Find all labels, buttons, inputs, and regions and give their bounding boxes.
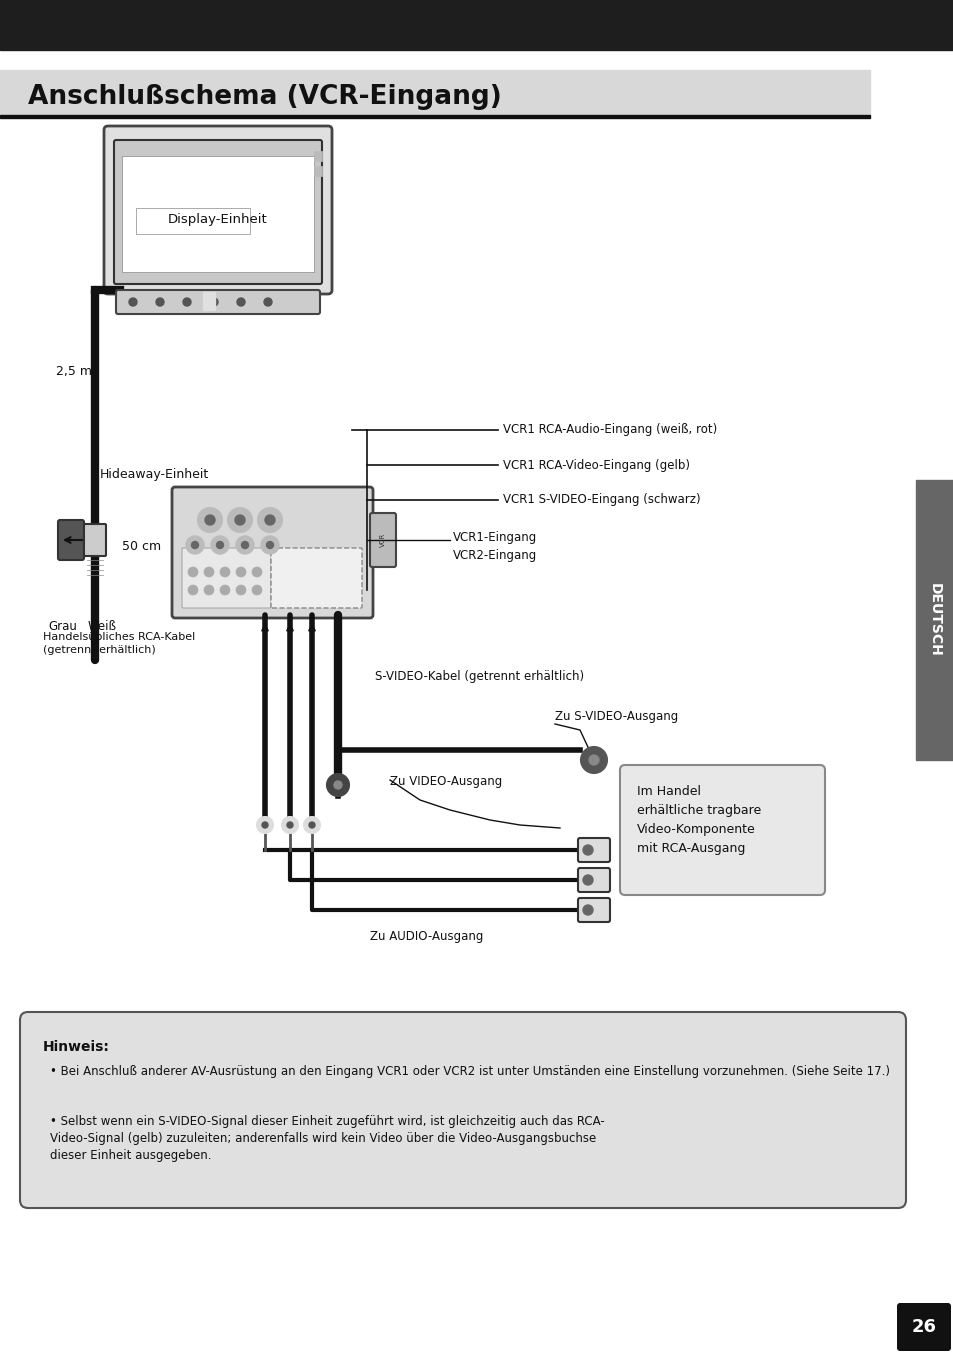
Circle shape <box>309 822 314 828</box>
Text: • Selbst wenn ein S-VIDEO-Signal dieser Einheit zugeführt wird, ist gleichzeitig: • Selbst wenn ein S-VIDEO-Signal dieser … <box>50 1115 604 1163</box>
Circle shape <box>188 566 198 577</box>
Text: • Bei Anschluß anderer AV-Ausrüstung an den Eingang VCR1 oder VCR2 ist unter Ums: • Bei Anschluß anderer AV-Ausrüstung an … <box>50 1065 889 1079</box>
Circle shape <box>198 508 222 533</box>
Circle shape <box>241 542 248 549</box>
Circle shape <box>210 298 218 306</box>
Text: VCR1 S-VIDEO-Eingang (schwarz): VCR1 S-VIDEO-Eingang (schwarz) <box>502 493 700 507</box>
Text: Zu S-VIDEO-Ausgang: Zu S-VIDEO-Ausgang <box>555 710 678 724</box>
FancyBboxPatch shape <box>578 837 609 862</box>
Text: Hideaway-Einheit: Hideaway-Einheit <box>100 467 209 481</box>
Text: S-VIDEO-Kabel (getrennt erhältlich): S-VIDEO-Kabel (getrennt erhältlich) <box>375 669 583 683</box>
Circle shape <box>327 774 349 795</box>
Circle shape <box>220 585 230 595</box>
Circle shape <box>304 817 319 833</box>
Circle shape <box>204 566 213 577</box>
Circle shape <box>582 875 593 885</box>
Circle shape <box>252 566 262 577</box>
Text: Display-Einheit: Display-Einheit <box>168 214 268 226</box>
FancyBboxPatch shape <box>122 156 314 272</box>
FancyBboxPatch shape <box>578 869 609 892</box>
Text: VCR1-Eingang: VCR1-Eingang <box>453 531 537 545</box>
Circle shape <box>257 508 282 533</box>
FancyBboxPatch shape <box>84 524 106 556</box>
Circle shape <box>261 537 278 554</box>
Circle shape <box>256 817 273 833</box>
Circle shape <box>588 755 598 766</box>
Circle shape <box>235 566 246 577</box>
Circle shape <box>156 298 164 306</box>
Circle shape <box>235 585 246 595</box>
Circle shape <box>580 747 606 772</box>
Text: 26: 26 <box>910 1318 936 1336</box>
Circle shape <box>234 515 245 524</box>
Text: Anschlußschema (VCR-Eingang): Anschlußschema (VCR-Eingang) <box>28 84 501 110</box>
Text: VCR: VCR <box>379 533 386 547</box>
Bar <box>0 70 869 115</box>
Text: Zu VIDEO-Ausgang: Zu VIDEO-Ausgang <box>390 775 501 789</box>
Text: 50 cm: 50 cm <box>122 541 161 553</box>
Circle shape <box>211 537 229 554</box>
Bar <box>203 291 214 310</box>
FancyBboxPatch shape <box>182 547 271 608</box>
Circle shape <box>287 822 293 828</box>
Circle shape <box>220 566 230 577</box>
FancyBboxPatch shape <box>58 520 84 560</box>
Circle shape <box>265 515 274 524</box>
Circle shape <box>129 298 137 306</box>
Circle shape <box>582 905 593 915</box>
FancyBboxPatch shape <box>619 766 824 896</box>
Text: VCR1 RCA-Audio-Eingang (weiß, rot): VCR1 RCA-Audio-Eingang (weiß, rot) <box>502 424 717 436</box>
Circle shape <box>262 822 268 828</box>
Circle shape <box>252 585 262 595</box>
Bar <box>0 0 953 50</box>
FancyBboxPatch shape <box>896 1304 950 1351</box>
Circle shape <box>186 537 204 554</box>
FancyBboxPatch shape <box>113 140 322 285</box>
Bar <box>314 167 322 176</box>
Circle shape <box>264 298 272 306</box>
Circle shape <box>582 846 593 855</box>
Text: VCR1 RCA-Video-Eingang (gelb): VCR1 RCA-Video-Eingang (gelb) <box>502 458 689 472</box>
Bar <box>314 150 322 161</box>
Text: Handelsübliches RCA-Kabel
(getrennt erhältlich): Handelsübliches RCA-Kabel (getrennt erhä… <box>43 631 195 654</box>
Text: VCR2-Eingang: VCR2-Eingang <box>453 550 537 562</box>
Circle shape <box>282 817 297 833</box>
Text: Weiß: Weiß <box>88 621 117 633</box>
FancyBboxPatch shape <box>271 547 361 608</box>
FancyBboxPatch shape <box>578 898 609 921</box>
Text: Im Handel
erhältliche tragbare
Video-Komponente
mit RCA-Ausgang: Im Handel erhältliche tragbare Video-Kom… <box>637 785 760 855</box>
Text: Grau: Grau <box>48 621 77 633</box>
Circle shape <box>205 515 214 524</box>
Bar <box>915 480 953 760</box>
FancyBboxPatch shape <box>370 514 395 566</box>
Circle shape <box>235 537 253 554</box>
Text: DEUTSCH: DEUTSCH <box>927 583 941 657</box>
Bar <box>0 115 869 118</box>
Circle shape <box>228 508 252 533</box>
Circle shape <box>216 542 223 549</box>
Text: Zu AUDIO-Ausgang: Zu AUDIO-Ausgang <box>370 930 483 943</box>
Circle shape <box>334 780 341 789</box>
FancyBboxPatch shape <box>116 290 319 314</box>
FancyBboxPatch shape <box>136 209 250 234</box>
Circle shape <box>266 542 274 549</box>
Text: 2,5 m: 2,5 m <box>56 364 91 378</box>
Text: Hinweis:: Hinweis: <box>43 1041 110 1054</box>
Circle shape <box>183 298 191 306</box>
Circle shape <box>204 585 213 595</box>
FancyBboxPatch shape <box>20 1012 905 1209</box>
FancyBboxPatch shape <box>172 486 373 618</box>
Circle shape <box>236 298 245 306</box>
Circle shape <box>192 542 198 549</box>
Circle shape <box>188 585 198 595</box>
FancyBboxPatch shape <box>104 126 332 294</box>
